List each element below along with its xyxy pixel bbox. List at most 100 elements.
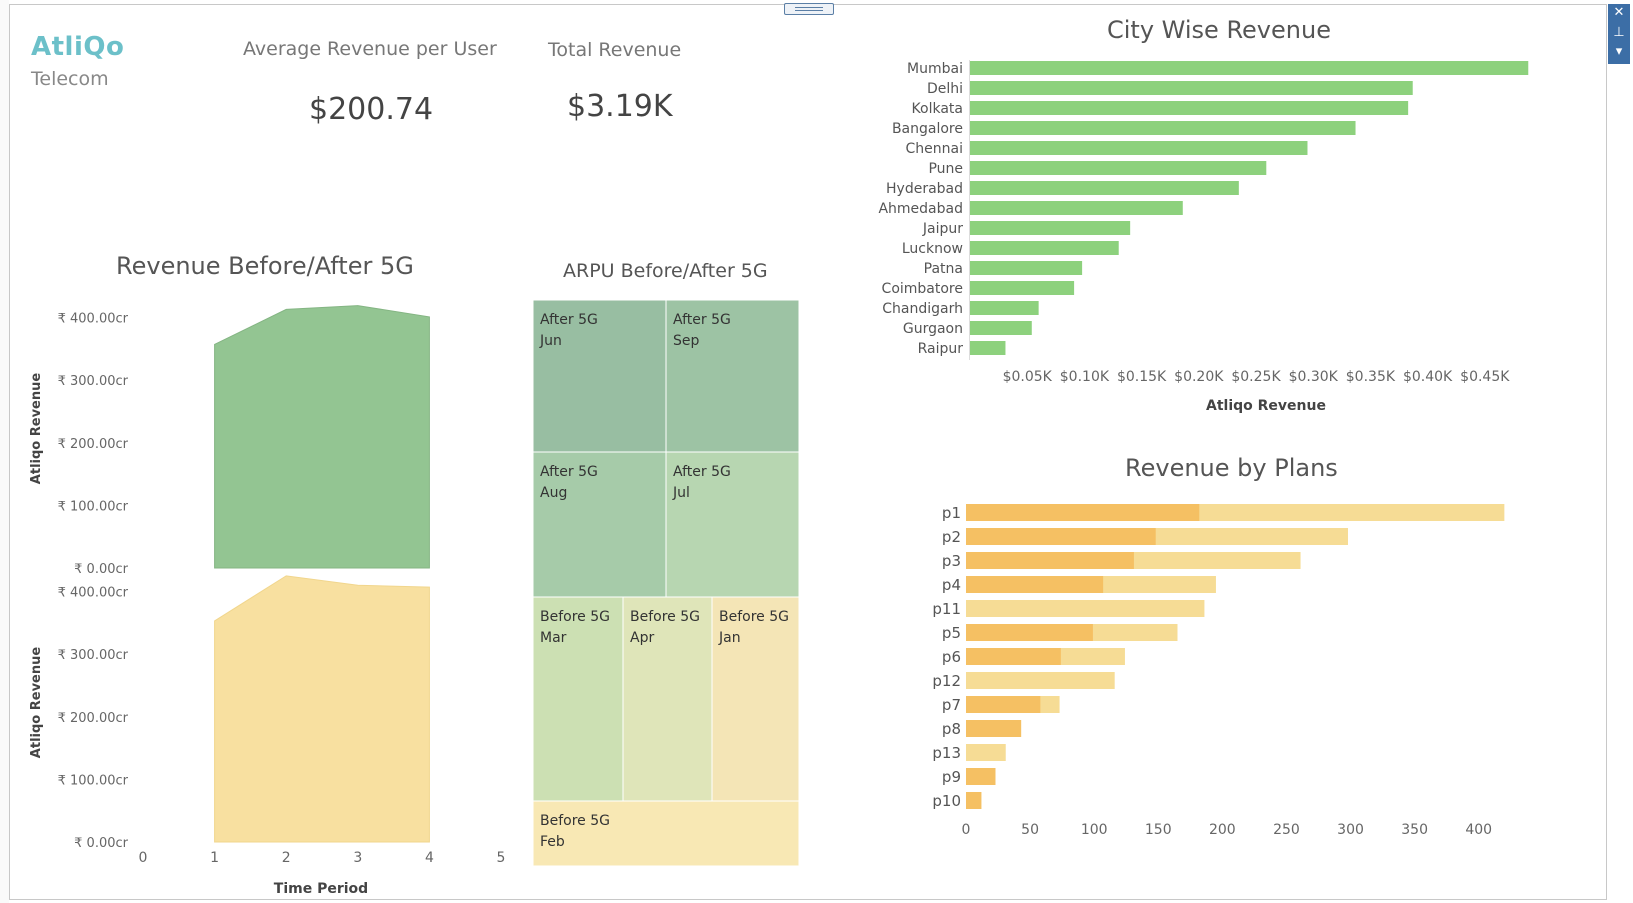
plan-x-tick-label: 400: [1465, 822, 1492, 838]
city-bar: [970, 241, 1119, 255]
plan-label: p1: [942, 504, 961, 522]
y-tick-label: ₹ 200.00cr: [58, 711, 129, 726]
city-label: Chandigarh: [882, 301, 963, 317]
city-x-tick-label: $0.35K: [1346, 369, 1396, 385]
treemap-cell-month: Jan: [718, 630, 741, 646]
treemap-cell-label: Before 5G: [540, 813, 610, 829]
plan-bar-total: [966, 744, 1006, 761]
treemap-cell: [665, 451, 800, 598]
city-x-tick-label: $0.30K: [1289, 369, 1339, 385]
city-bar: [970, 221, 1131, 235]
y-axis-title: Atliqo Revenue: [29, 647, 44, 759]
city-bar: [970, 261, 1083, 275]
plan-label: p10: [932, 792, 961, 810]
menu-chevron-icon[interactable]: ▾: [1615, 44, 1623, 59]
city-label: Coimbatore: [882, 281, 963, 297]
plan-bar-segment: [966, 792, 982, 809]
treemap-cell-month: Feb: [540, 834, 565, 850]
city-label: Chennai: [906, 141, 963, 157]
city-bar: [970, 201, 1183, 215]
arpu-5g-title: ARPU Before/After 5G: [563, 260, 768, 282]
plan-bar-segment: [966, 528, 1156, 545]
plan-bar-segment: [966, 576, 1104, 593]
brand-logo: AtliQo: [31, 32, 125, 62]
city-label: Pune: [928, 161, 963, 177]
city-x-tick-label: $0.20K: [1174, 369, 1224, 385]
plan-bar-segment: [966, 720, 1022, 737]
y-axis-title: Atliqo Revenue: [29, 373, 44, 485]
pin-icon[interactable]: ⊥: [1613, 25, 1625, 40]
window-controls: ✕ ⊥ ▾: [1608, 4, 1630, 64]
treemap-cell-month: Sep: [673, 333, 700, 349]
x-axis-title: Time Period: [274, 881, 368, 897]
plan-bar-segment: [966, 504, 1200, 521]
city-label: Ahmedabad: [878, 201, 963, 217]
city-x-tick-label: $0.45K: [1460, 369, 1510, 385]
city-bar: [970, 101, 1409, 115]
y-tick-label: ₹ 100.00cr: [58, 773, 129, 788]
plan-x-tick-label: 150: [1145, 822, 1172, 838]
city-label: Kolkata: [912, 101, 963, 117]
plan-bar-segment: [966, 696, 1041, 713]
city-bar: [970, 141, 1308, 155]
treemap-cell-month: Aug: [540, 485, 567, 501]
plan-x-tick-label: 300: [1337, 822, 1364, 838]
city-x-axis-title: Atliqo Revenue: [1206, 398, 1326, 414]
x-tick-label: 5: [497, 850, 506, 866]
plan-label: p6: [942, 648, 961, 666]
treemap-cell-label: Before 5G: [630, 609, 700, 625]
left-edge-strip: [0, 0, 9, 903]
brand-subtitle: Telecom: [31, 68, 109, 90]
plan-x-tick-label: 100: [1081, 822, 1108, 838]
plan-label: p5: [942, 624, 961, 642]
plan-label: p4: [942, 576, 961, 594]
plan-x-tick-label: 50: [1021, 822, 1039, 838]
treemap-cell: [532, 299, 667, 453]
plan-label: p13: [932, 744, 961, 762]
city-bar: [970, 121, 1356, 135]
treemap-cell: [622, 596, 713, 802]
plan-label: p12: [932, 672, 961, 690]
plan-x-tick-label: 250: [1273, 822, 1300, 838]
city-bar: [970, 281, 1075, 295]
plan-x-tick-label: 200: [1209, 822, 1236, 838]
before-5g-area: [214, 575, 430, 843]
x-tick-label: 3: [353, 850, 362, 866]
city-label: Gurgaon: [903, 321, 963, 337]
x-tick-label: 4: [425, 850, 434, 866]
treemap-cell-month: Apr: [630, 630, 654, 646]
city-label: Mumbai: [907, 61, 963, 77]
city-label: Hyderabad: [886, 181, 963, 197]
y-tick-label: ₹ 200.00cr: [58, 437, 129, 452]
y-tick-label: ₹ 300.00cr: [58, 648, 129, 663]
city-label: Lucknow: [902, 241, 963, 257]
x-tick-label: 1: [210, 850, 219, 866]
city-bar: [970, 341, 1006, 355]
city-x-tick-label: $0.25K: [1231, 369, 1281, 385]
y-tick-label: ₹ 400.00cr: [58, 586, 129, 601]
treemap-cell-month: Mar: [540, 630, 567, 646]
city-x-tick-label: $0.15K: [1117, 369, 1167, 385]
city-bar: [970, 81, 1413, 95]
y-tick-label: ₹ 0.00cr: [74, 836, 128, 851]
y-tick-label: ₹ 100.00cr: [58, 499, 129, 514]
city-bar: [970, 61, 1529, 75]
plan-bar-segment: [966, 624, 1093, 641]
city-revenue-title: City Wise Revenue: [1107, 16, 1331, 44]
treemap-cell-label: Before 5G: [540, 609, 610, 625]
plan-label: p2: [942, 528, 961, 546]
close-icon[interactable]: ✕: [1613, 5, 1625, 20]
total-revenue-value: $3.19K: [567, 89, 673, 124]
city-label: Raipur: [918, 341, 964, 357]
arpu-label: Average Revenue per User: [243, 38, 497, 60]
city-label: Bangalore: [892, 121, 963, 137]
treemap-cell-label: After 5G: [673, 312, 731, 328]
plan-x-tick-label: 350: [1401, 822, 1428, 838]
city-x-tick-label: $0.05K: [1003, 369, 1053, 385]
plan-bar-segment: [966, 552, 1134, 569]
treemap-cell-label: After 5G: [673, 464, 731, 480]
resize-handle[interactable]: [784, 3, 834, 15]
plan-bar-total: [966, 672, 1115, 689]
plan-label: p11: [932, 600, 961, 618]
